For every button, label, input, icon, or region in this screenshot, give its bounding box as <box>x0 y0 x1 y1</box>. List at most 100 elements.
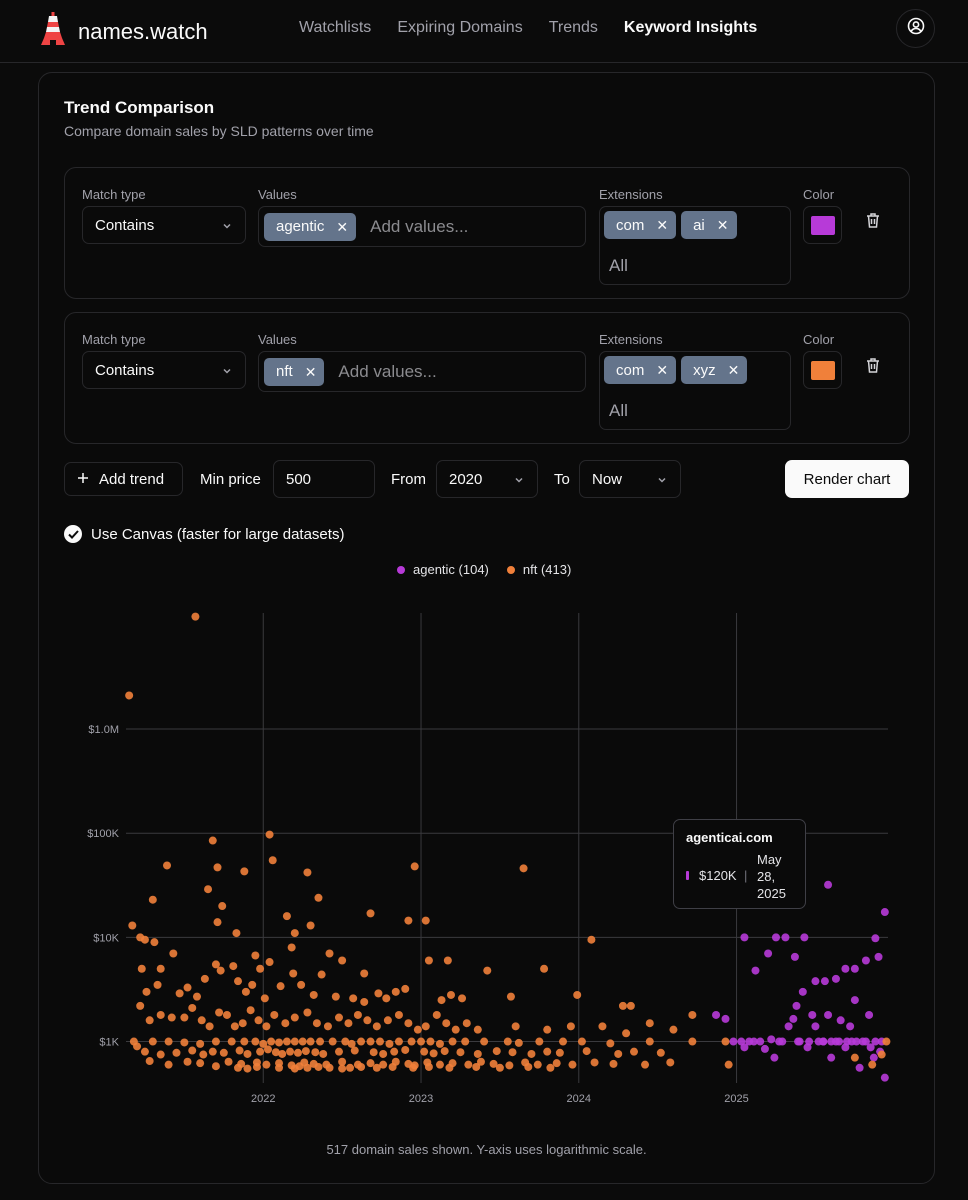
data-point-nft <box>353 1010 362 1019</box>
add-trend-button[interactable]: Add trend <box>64 462 183 496</box>
data-point-nft <box>125 691 134 700</box>
y-tick-label: $1K <box>99 1037 119 1049</box>
extensions-input[interactable]: com ✕ ai ✕ All <box>599 206 791 285</box>
legend-item-agentic[interactable]: agentic (104) <box>397 562 489 577</box>
extension-chip: ai ✕ <box>681 211 737 239</box>
remove-chip-icon[interactable]: ✕ <box>716 217 729 233</box>
remove-chip-icon[interactable]: ✕ <box>656 362 669 378</box>
data-point-nft <box>721 1037 730 1046</box>
nav-watchlists[interactable]: Watchlists <box>299 19 372 36</box>
nav-trends[interactable]: Trends <box>548 19 598 36</box>
nav-keyword-insights[interactable]: Keyword Insights <box>623 19 758 36</box>
match-type-select[interactable]: Contains <box>82 351 246 389</box>
extensions-placeholder: All <box>609 256 628 275</box>
data-point-nft <box>303 868 312 877</box>
data-point-agentic <box>767 1035 776 1044</box>
data-point-nft <box>508 1048 517 1057</box>
remove-chip-icon[interactable]: ✕ <box>304 363 317 380</box>
data-point-nft <box>587 935 596 944</box>
match-type-value: Contains <box>95 361 155 379</box>
data-point-nft <box>200 974 209 983</box>
chart-legend: agentic (104) nft (413) <box>397 562 571 577</box>
extensions-input[interactable]: com ✕ xyz ✕ All <box>599 351 791 430</box>
data-point-nft <box>524 1062 533 1071</box>
color-picker[interactable] <box>803 206 842 244</box>
data-point-nft <box>295 1062 304 1071</box>
data-point-nft <box>420 1047 429 1056</box>
remove-chip-icon[interactable]: ✕ <box>656 217 669 233</box>
data-point-nft <box>204 885 213 894</box>
data-point-nft <box>451 1025 460 1034</box>
data-point-nft <box>262 1022 271 1031</box>
data-point-nft <box>540 964 549 973</box>
data-point-agentic <box>771 933 780 942</box>
data-point-nft <box>483 966 492 975</box>
data-point-nft <box>267 1037 276 1046</box>
data-point-nft <box>290 1013 299 1022</box>
data-point-nft <box>372 1063 381 1072</box>
data-point-nft <box>394 1010 403 1019</box>
remove-chip-icon[interactable]: ✕ <box>336 218 349 235</box>
data-point-nft <box>404 1019 413 1028</box>
data-point-agentic <box>784 1022 793 1031</box>
trash-icon[interactable] <box>865 357 881 379</box>
data-point-agentic <box>850 964 859 973</box>
extension-chip: com ✕ <box>604 211 677 239</box>
data-point-nft <box>208 836 217 845</box>
data-point-nft <box>724 1060 733 1069</box>
data-point-nft <box>379 1060 388 1069</box>
data-point-nft <box>514 1038 523 1047</box>
data-point-nft <box>372 1022 381 1031</box>
data-point-agentic <box>880 908 889 917</box>
data-point-nft <box>268 856 277 865</box>
values-input[interactable]: nft ✕ Add values... <box>258 351 586 392</box>
data-point-nft <box>287 943 296 952</box>
canvas-toggle[interactable]: Use Canvas (faster for large datasets) <box>64 525 344 543</box>
data-point-nft <box>175 989 184 998</box>
user-menu-button[interactable] <box>896 9 935 48</box>
min-price-input[interactable]: 500 <box>273 460 375 498</box>
data-point-nft <box>349 994 358 1003</box>
data-point-nft <box>366 1037 375 1046</box>
render-chart-button[interactable]: Render chart <box>785 460 909 498</box>
data-point-nft <box>609 1059 618 1068</box>
data-point-nft <box>196 1039 205 1048</box>
values-input[interactable]: agentic ✕ Add values... <box>258 206 586 247</box>
data-point-nft <box>688 1010 697 1019</box>
value-chip: agentic ✕ <box>264 212 357 241</box>
plus-icon <box>77 471 89 488</box>
data-point-nft <box>614 1049 623 1058</box>
data-point-nft <box>473 1049 482 1058</box>
canvas-checkbox[interactable] <box>64 525 82 543</box>
data-point-nft <box>401 1045 410 1054</box>
data-point-nft <box>850 1053 859 1062</box>
data-point-nft <box>552 1059 561 1068</box>
chip-label: com <box>616 361 645 379</box>
data-point-agentic <box>831 974 840 983</box>
extensions-label: Extensions <box>599 332 663 347</box>
data-point-nft <box>183 983 192 992</box>
from-value: 2020 <box>449 470 483 488</box>
trash-icon[interactable] <box>865 212 881 234</box>
data-point-nft <box>492 1047 501 1056</box>
data-point-nft <box>290 1037 299 1046</box>
data-point-nft <box>230 1022 239 1031</box>
color-picker[interactable] <box>803 351 842 389</box>
brand[interactable]: names.watch <box>40 12 208 51</box>
nav-expiring-domains[interactable]: Expiring Domains <box>397 19 523 36</box>
data-point-agentic <box>827 1053 836 1062</box>
to-select[interactable]: Now <box>579 460 681 498</box>
legend-item-nft[interactable]: nft (413) <box>506 562 571 577</box>
data-point-nft <box>145 1057 154 1066</box>
data-point-agentic <box>775 1037 784 1046</box>
remove-chip-icon[interactable]: ✕ <box>727 362 740 378</box>
data-point-agentic <box>808 1010 817 1019</box>
from-select[interactable]: 2020 <box>436 460 538 498</box>
data-point-nft <box>391 987 400 996</box>
data-point-nft <box>156 1010 165 1019</box>
match-type-select[interactable]: Contains <box>82 206 246 244</box>
data-point-nft <box>489 1059 498 1068</box>
extensions-label: Extensions <box>599 187 663 202</box>
data-point-nft <box>240 867 249 876</box>
data-point-nft <box>410 862 419 871</box>
